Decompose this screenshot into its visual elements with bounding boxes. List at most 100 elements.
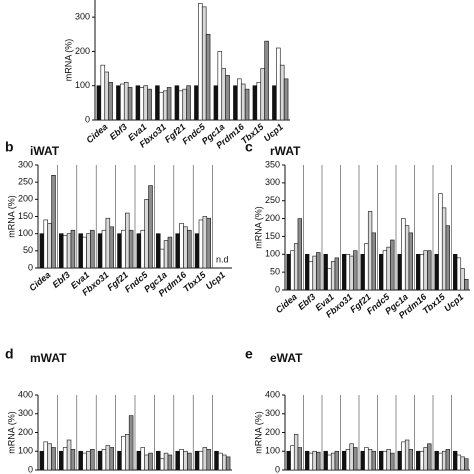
bar	[217, 51, 223, 121]
bar	[66, 439, 72, 471]
bar	[342, 450, 347, 471]
bar	[453, 253, 458, 291]
x-tick-label: Ebf3	[108, 122, 129, 142]
bar	[225, 456, 231, 471]
bar	[305, 253, 310, 291]
bar	[155, 85, 160, 121]
bar	[434, 450, 439, 471]
bar	[140, 229, 146, 269]
bar	[174, 85, 180, 121]
bar	[117, 450, 122, 471]
bar	[70, 229, 76, 269]
x-tick-label: Tbx15	[181, 269, 208, 294]
bar	[59, 233, 64, 269]
bar	[423, 447, 428, 471]
bar	[416, 253, 421, 291]
bar	[201, 6, 207, 121]
bar	[139, 87, 145, 121]
bar	[233, 85, 238, 121]
bar	[286, 450, 291, 471]
bar	[120, 83, 125, 121]
bar	[39, 233, 45, 269]
bar	[144, 454, 149, 471]
bar	[408, 232, 413, 291]
bar	[179, 449, 184, 471]
bar	[397, 450, 402, 471]
bar	[47, 443, 52, 471]
panel-label: b	[5, 139, 14, 155]
x-tick-label: Ucp1	[442, 292, 465, 314]
bar	[308, 261, 314, 291]
y-tick-label: 0	[275, 284, 280, 294]
bar	[401, 441, 406, 471]
bar	[206, 217, 211, 269]
bar	[256, 81, 262, 121]
bar	[198, 450, 204, 471]
bar	[390, 239, 395, 291]
bar	[237, 78, 242, 121]
bar	[308, 452, 314, 471]
bar	[364, 243, 369, 291]
bar	[464, 278, 469, 291]
y-tick-label: 50	[23, 245, 33, 255]
bar	[136, 450, 142, 471]
bar	[123, 81, 129, 121]
bar	[360, 253, 365, 291]
bar	[82, 236, 87, 269]
bar	[117, 233, 122, 269]
bar	[371, 450, 376, 471]
bar	[379, 253, 384, 291]
annotation: n.d	[216, 254, 229, 264]
bar	[386, 246, 391, 291]
bar	[290, 250, 295, 291]
bar	[445, 225, 450, 291]
bar	[100, 64, 106, 121]
bar	[225, 75, 230, 121]
bar	[82, 452, 87, 471]
bar	[323, 253, 328, 291]
bar	[62, 235, 68, 269]
bar	[167, 236, 173, 269]
y-tick-label: 50	[270, 267, 280, 277]
bar	[162, 90, 168, 121]
bar	[214, 450, 219, 471]
bar	[330, 452, 336, 471]
bar	[438, 193, 443, 291]
y-axis-label: mRNA (%)	[6, 411, 16, 454]
bar	[382, 250, 388, 291]
bar	[121, 435, 126, 471]
bar	[47, 223, 52, 269]
bar	[90, 229, 95, 269]
bar	[379, 450, 384, 471]
bar	[51, 175, 56, 269]
bar	[438, 452, 443, 471]
y-tick-label: 300	[265, 408, 280, 418]
y-tick-label: 350	[265, 159, 280, 169]
bar	[90, 449, 95, 471]
bar	[205, 33, 211, 121]
bar	[456, 454, 462, 471]
bar	[419, 253, 425, 291]
bar	[390, 452, 395, 471]
panel-label: c	[245, 139, 253, 155]
bar	[286, 253, 291, 291]
bar	[43, 219, 48, 269]
y-tick-label: 250	[265, 195, 280, 205]
bar	[78, 450, 83, 471]
bar	[276, 47, 281, 121]
bar	[371, 232, 376, 291]
bar	[404, 225, 410, 291]
bar	[159, 92, 164, 121]
bar	[283, 78, 289, 121]
bar	[290, 445, 295, 471]
bar	[316, 451, 321, 471]
bar	[167, 454, 173, 471]
y-axis-label: mRNA (%)	[6, 195, 16, 238]
bar	[135, 85, 141, 121]
panel-label: d	[5, 346, 14, 362]
y-tick-label: 300	[18, 159, 33, 169]
y-tick-label: 100	[265, 249, 280, 259]
y-tick-label: 300	[18, 408, 33, 418]
x-tick-label: Ucp1	[204, 270, 227, 292]
